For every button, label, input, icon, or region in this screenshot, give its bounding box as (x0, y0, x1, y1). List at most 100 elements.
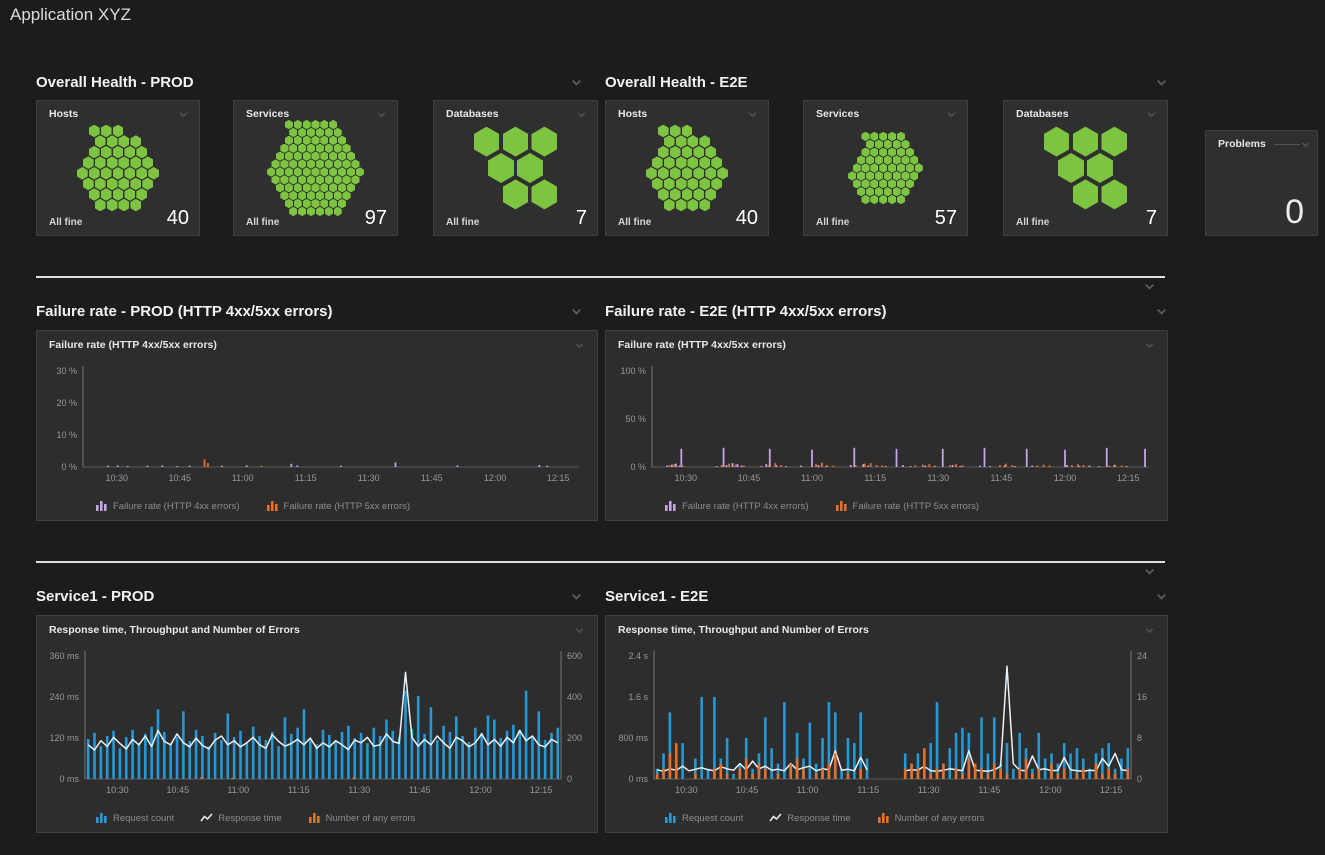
hexagon-entity-icon[interactable] (325, 191, 333, 200)
hexagon-entity-icon[interactable] (303, 167, 311, 176)
hexagon-entity-icon[interactable] (320, 183, 328, 192)
hexagon-entity-icon[interactable] (676, 178, 687, 191)
hexagon-entity-icon[interactable] (285, 151, 293, 160)
hexagon-entity-icon[interactable] (893, 171, 901, 180)
hexagon-entity-icon[interactable] (503, 127, 529, 157)
hexagon-entity-icon[interactable] (271, 175, 279, 184)
hexagon-entity-icon[interactable] (658, 125, 669, 138)
hexagon-entity-icon[interactable] (107, 178, 118, 191)
hexagon-entity-icon[interactable] (711, 156, 722, 169)
hexagon-entity-icon[interactable] (113, 125, 124, 138)
hexagon-entity-icon[interactable] (347, 151, 355, 160)
hexagon-entity-icon[interactable] (77, 167, 88, 180)
hexagon-entity-icon[interactable] (83, 178, 94, 191)
hexagon-entity-icon[interactable] (338, 183, 346, 192)
hexagon-entity-icon[interactable] (303, 183, 311, 192)
hexagon-entity-icon[interactable] (307, 128, 315, 137)
hexagon-entity-icon[interactable] (897, 195, 905, 204)
chevron-down-icon[interactable] (1155, 590, 1168, 603)
hexagon-entity-icon[interactable] (870, 163, 878, 172)
hexagon-entity-icon[interactable] (130, 178, 141, 191)
hexagon-entity-icon[interactable] (101, 188, 112, 201)
hexagon-entity-icon[interactable] (298, 175, 306, 184)
hexagon-entity-icon[interactable] (325, 144, 333, 153)
chevron-down-icon[interactable] (1155, 76, 1168, 89)
hexagon-entity-icon[interactable] (342, 191, 350, 200)
hexagon-entity-icon[interactable] (351, 175, 359, 184)
hexagon-entity-icon[interactable] (693, 146, 704, 159)
hexagon-entity-icon[interactable] (334, 128, 342, 137)
hexagon-entity-icon[interactable] (893, 155, 901, 164)
hexagon-entity-icon[interactable] (699, 135, 710, 148)
legend-item[interactable]: Failure rate (HTTP 5xx errors) (835, 500, 980, 512)
hexagon-entity-icon[interactable] (888, 163, 896, 172)
hexagon-entity-icon[interactable] (682, 125, 693, 138)
hexagon-entity-icon[interactable] (1073, 127, 1099, 157)
hexagon-entity-icon[interactable] (294, 199, 302, 208)
hexagon-entity-icon[interactable] (289, 128, 297, 137)
chart-plot[interactable]: 0 ms800 ms1.6 s2.4 s08162410:3010:4511:0… (606, 644, 1167, 802)
legend-item[interactable]: Request count (95, 812, 174, 824)
hexagon-entity-icon[interactable] (670, 167, 681, 180)
hexagon-entity-icon[interactable] (316, 144, 324, 153)
hexagon-entity-icon[interactable] (294, 120, 302, 129)
health-tile-databases-prod[interactable]: Databases All fine 7 (433, 100, 598, 236)
hexagon-entity-icon[interactable] (884, 155, 892, 164)
chart-tile-service1-prod[interactable]: Response time, Throughput and Number of … (36, 615, 598, 833)
health-tile-hosts-e2e[interactable]: Hosts All fine 40 (605, 100, 769, 236)
legend-item[interactable]: Request count (664, 812, 743, 824)
hexagon-entity-icon[interactable] (857, 155, 865, 164)
chevron-down-icon[interactable] (1144, 340, 1155, 351)
hexagon-entity-icon[interactable] (910, 155, 918, 164)
hexagon-entity-icon[interactable] (884, 187, 892, 196)
hexagon-entity-icon[interactable] (311, 167, 319, 176)
hexagon-entity-icon[interactable] (664, 135, 675, 148)
legend-item[interactable]: Failure rate (HTTP 4xx errors) (95, 500, 240, 512)
chart-tile-service1-e2e[interactable]: Response time, Throughput and Number of … (605, 615, 1168, 833)
hexagon-entity-icon[interactable] (682, 167, 693, 180)
hexagon-entity-icon[interactable] (289, 175, 297, 184)
health-tile-services-e2e[interactable]: Services All fine 57 (803, 100, 968, 236)
hexagon-entity-icon[interactable] (1101, 127, 1127, 157)
hexagon-entity-icon[interactable] (857, 187, 865, 196)
hexagon-entity-icon[interactable] (875, 155, 883, 164)
hexagon-entity-icon[interactable] (325, 128, 333, 137)
hexagon-entity-icon[interactable] (705, 146, 716, 159)
hexagon-entity-icon[interactable] (658, 146, 669, 159)
chevron-down-icon[interactable] (574, 340, 585, 351)
hexagon-entity-icon[interactable] (101, 146, 112, 159)
hexagon-entity-icon[interactable] (888, 148, 896, 157)
hexagon-entity-icon[interactable] (320, 167, 328, 176)
hexagon-entity-icon[interactable] (271, 159, 279, 168)
chevron-down-icon[interactable] (1144, 625, 1155, 636)
hexagon-entity-icon[interactable] (347, 167, 355, 176)
hexagon-entity-icon[interactable] (875, 171, 883, 180)
hexagon-entity-icon[interactable] (320, 120, 328, 129)
hexagon-entity-icon[interactable] (289, 191, 297, 200)
hexagon-entity-icon[interactable] (298, 191, 306, 200)
hexagon-entity-icon[interactable] (89, 167, 100, 180)
hexagon-entity-icon[interactable] (338, 199, 346, 208)
hexagon-entity-icon[interactable] (294, 136, 302, 145)
hexagon-entity-icon[interactable] (285, 120, 293, 129)
hexagon-entity-icon[interactable] (356, 167, 364, 176)
hexagon-entity-icon[interactable] (307, 144, 315, 153)
hexagon-entity-icon[interactable] (517, 153, 543, 183)
hexagon-entity-icon[interactable] (276, 151, 284, 160)
hexagon-entity-icon[interactable] (888, 132, 896, 141)
hexagon-entity-icon[interactable] (884, 140, 892, 149)
hexagon-entity-icon[interactable] (861, 163, 869, 172)
hexagon-entity-icon[interactable] (875, 187, 883, 196)
hexagon-entity-icon[interactable] (285, 136, 293, 145)
hexagon-entity-icon[interactable] (652, 178, 663, 191)
hexagon-entity-icon[interactable] (861, 179, 869, 188)
hexagon-entity-icon[interactable] (334, 191, 342, 200)
hexagon-entity-icon[interactable] (124, 188, 135, 201)
hexagon-entity-icon[interactable] (298, 159, 306, 168)
hexagon-entity-icon[interactable] (329, 120, 337, 129)
problems-tile[interactable]: Problems 0 (1205, 130, 1318, 236)
chevron-down-icon[interactable] (1143, 565, 1156, 578)
hexagon-entity-icon[interactable] (89, 188, 100, 201)
chevron-down-icon[interactable] (570, 305, 583, 318)
hexagon-entity-icon[interactable] (658, 167, 669, 180)
